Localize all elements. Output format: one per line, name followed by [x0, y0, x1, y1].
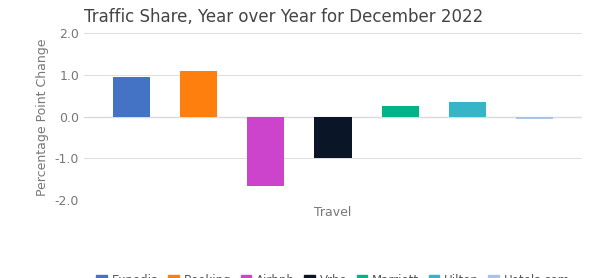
Bar	[517, 117, 553, 119]
Bar	[247, 117, 284, 186]
X-axis label: Travel: Travel	[314, 206, 352, 219]
Bar	[449, 102, 486, 117]
Bar	[382, 106, 419, 117]
Bar	[113, 77, 149, 117]
Bar	[314, 117, 352, 158]
Y-axis label: Percentage Point Change: Percentage Point Change	[36, 38, 49, 195]
Legend: Expedia, Booking, Airbnb, Vrbo, Marriott, Hilton, Hotels.com: Expedia, Booking, Airbnb, Vrbo, Marriott…	[92, 271, 574, 278]
Bar	[180, 71, 217, 117]
Text: Traffic Share, Year over Year for December 2022: Traffic Share, Year over Year for Decemb…	[84, 8, 483, 26]
